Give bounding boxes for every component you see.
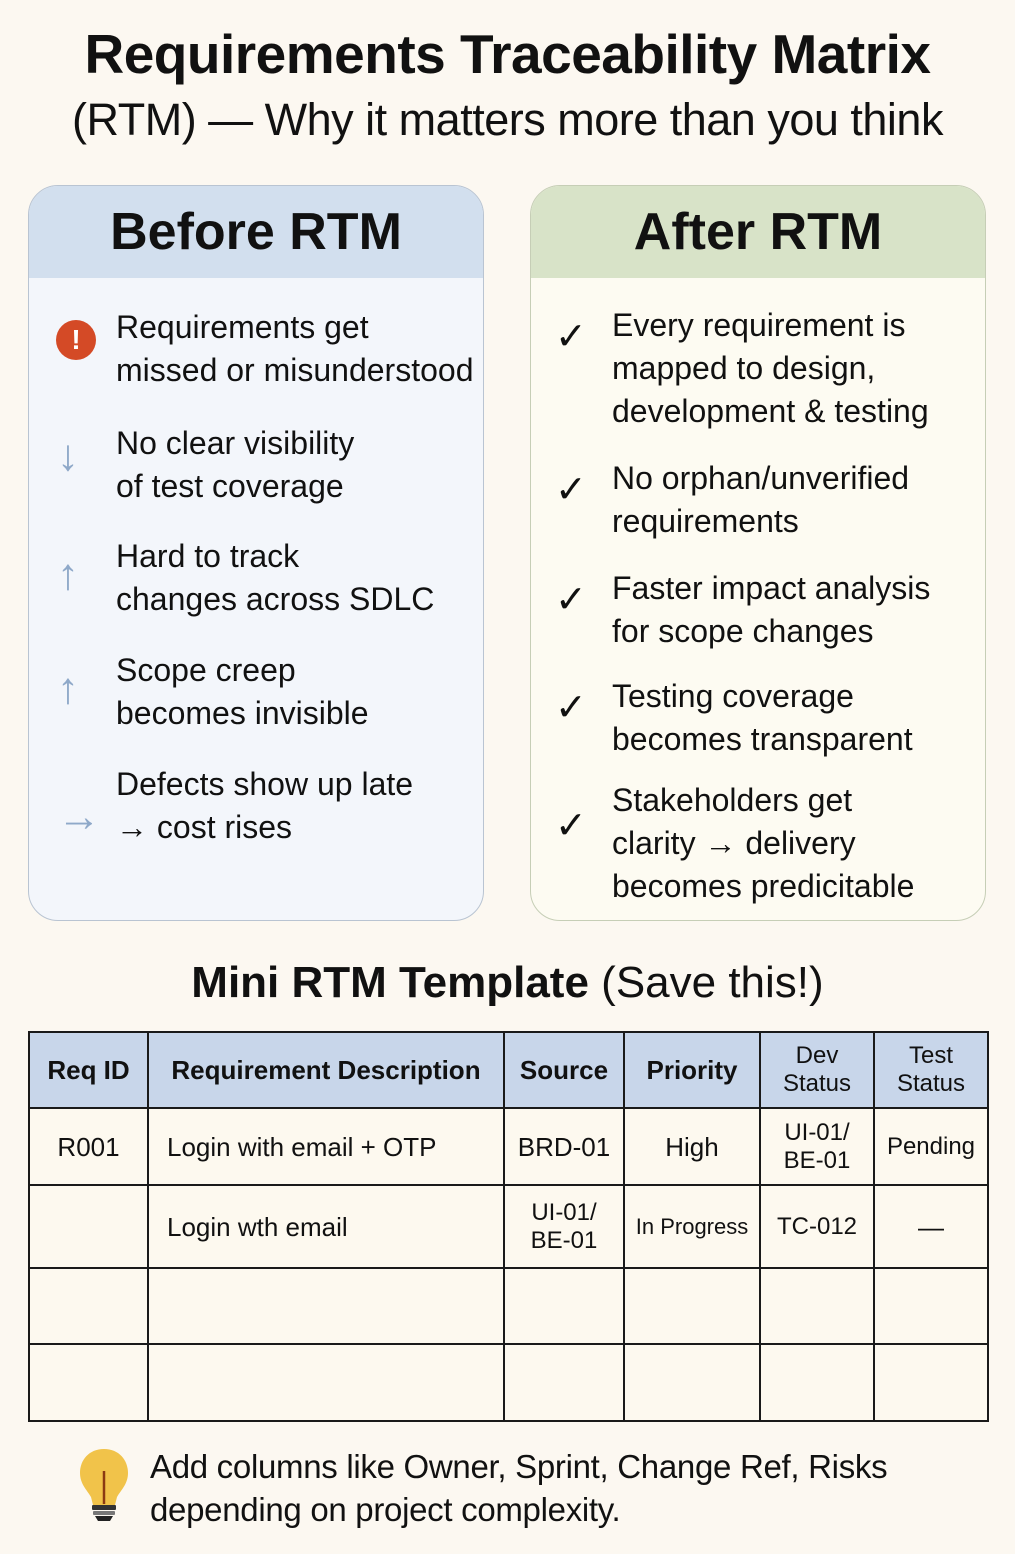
cell-req-id: R001	[28, 1107, 149, 1186]
checkmark-icon: ✓	[555, 687, 587, 729]
lightbulb-icon	[80, 1449, 128, 1521]
cell-source: UI-01/ BE-01	[503, 1184, 625, 1269]
tip-note: Add columns like Owner, Sprint, Change R…	[78, 1445, 978, 1535]
cell-priority	[623, 1343, 761, 1422]
checkmark-icon: ✓	[555, 316, 587, 358]
table-header-row: Req ID Requirement Description Source Pr…	[28, 1031, 989, 1109]
arrow-right-icon: →	[57, 792, 101, 841]
table-row: R001 Login with email + OTP BRD-01 High …	[28, 1107, 989, 1186]
cell-test-status: Pending	[873, 1107, 989, 1186]
col-header-source: Source	[503, 1031, 625, 1109]
arrow-up-icon: ↑	[57, 664, 79, 713]
after-rtm-heading: After RTM	[531, 186, 985, 278]
cell-source: BRD-01	[503, 1107, 625, 1186]
cell-dev-status	[759, 1343, 875, 1422]
before-rtm-panel: Before RTM ! Requirements get missed or …	[28, 185, 484, 921]
col-header-priority: Priority	[623, 1031, 761, 1109]
cell-test-status	[873, 1267, 989, 1345]
checkmark-icon: ✓	[555, 579, 587, 621]
cell-req-id	[28, 1267, 149, 1345]
cell-description: Login wth email	[147, 1184, 505, 1269]
page-title: Requirements Traceability Matrix	[84, 23, 931, 85]
table-row	[28, 1267, 989, 1345]
cell-priority: In Progress	[623, 1184, 761, 1269]
cell-description: Login with email + OTP	[147, 1107, 505, 1186]
col-header-req-id: Req ID	[28, 1031, 149, 1109]
table-row	[28, 1343, 989, 1422]
checkmark-icon: ✓	[555, 469, 587, 511]
table-row: Login wth email UI-01/ BE-01 In Progress…	[28, 1184, 989, 1269]
rtm-table: Req ID Requirement Description Source Pr…	[28, 1031, 989, 1422]
col-header-dev-status: Dev Status	[759, 1031, 875, 1109]
cell-req-id	[28, 1343, 149, 1422]
col-header-test-status: Test Status	[873, 1031, 989, 1109]
cell-dev-status	[759, 1267, 875, 1345]
arrow-up-icon: ↑	[57, 550, 79, 599]
cell-dev-status: TC-012	[759, 1184, 875, 1269]
col-header-description: Requirement Description	[147, 1031, 505, 1109]
cell-source	[503, 1267, 625, 1345]
arrow-down-icon: ↓	[57, 431, 79, 480]
cell-description	[147, 1343, 505, 1422]
cell-priority: High	[623, 1107, 761, 1186]
after-rtm-panel: After RTM ✓ Every requirement is mapped …	[530, 185, 986, 921]
cell-req-id	[28, 1184, 149, 1269]
template-title: Mini RTM Template (Save this!)	[191, 958, 824, 1007]
cell-description	[147, 1267, 505, 1345]
cell-test-status	[873, 1343, 989, 1422]
cell-source	[503, 1343, 625, 1422]
cell-priority	[623, 1267, 761, 1345]
checkmark-icon: ✓	[555, 805, 587, 847]
cell-test-status: —	[873, 1184, 989, 1269]
cell-dev-status: UI-01/ BE-01	[759, 1107, 875, 1186]
before-rtm-heading: Before RTM	[29, 186, 483, 278]
page-subtitle: (RTM) — Why it matters more than you thi…	[72, 94, 943, 145]
exclamation-icon: !	[56, 320, 96, 360]
